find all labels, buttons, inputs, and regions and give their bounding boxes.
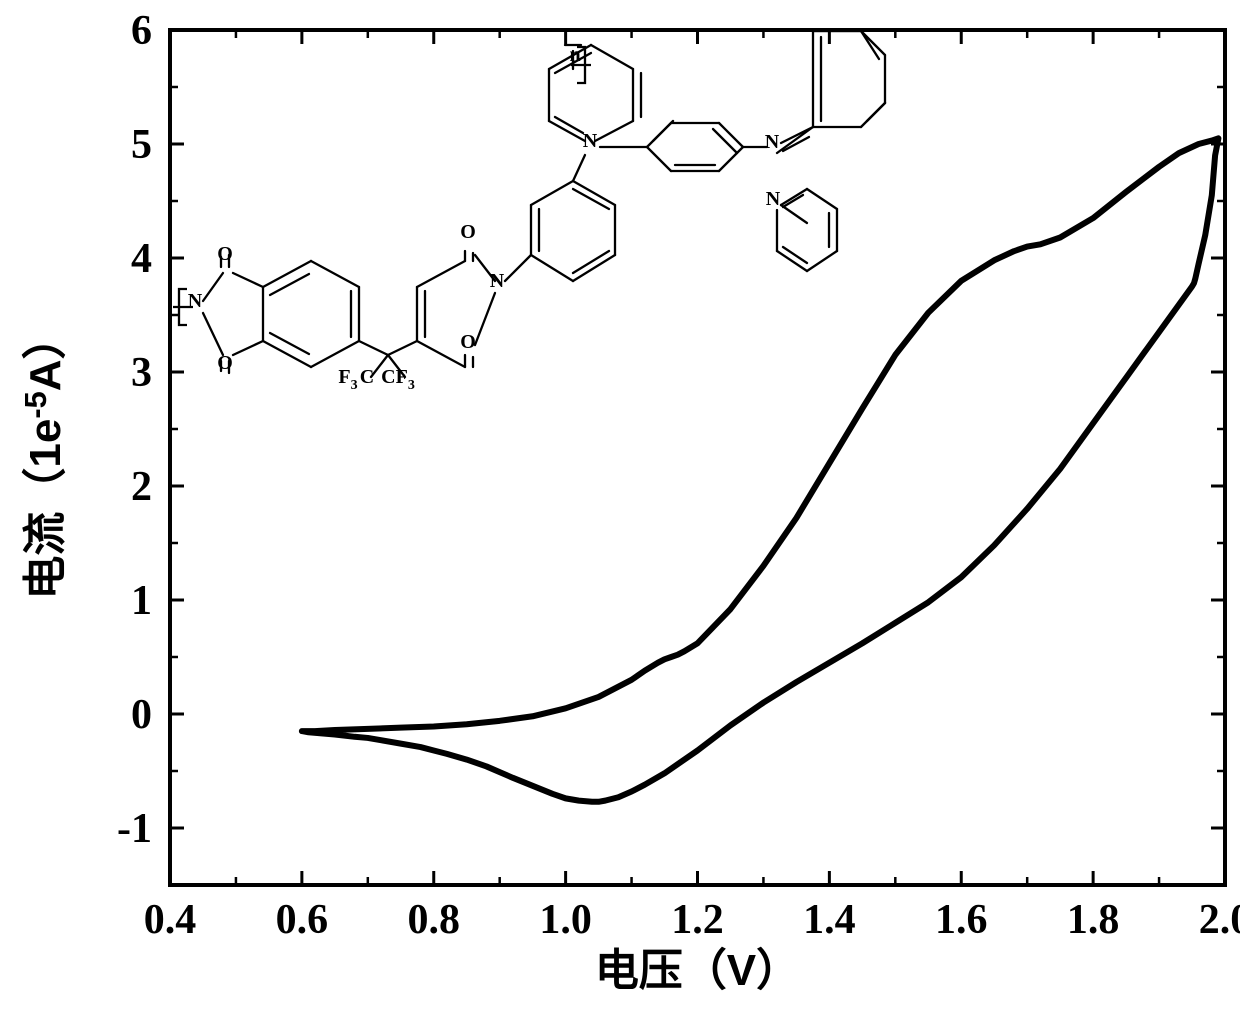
x-tick-label: 1.4 bbox=[803, 897, 856, 943]
y-tick-label: 1 bbox=[131, 578, 152, 624]
x-tick-label: 0.4 bbox=[144, 897, 197, 943]
atom-label: O bbox=[217, 352, 233, 374]
y-tick-label: -1 bbox=[117, 806, 152, 852]
atom-label: N bbox=[188, 290, 203, 312]
atom-label: N bbox=[490, 270, 505, 292]
x-tick-label: 1.6 bbox=[935, 897, 988, 943]
y-tick-label: 4 bbox=[131, 236, 152, 282]
y-tick-label: 0 bbox=[131, 692, 152, 738]
atom-label: O bbox=[217, 243, 233, 265]
y-axis-label: 电流（1e-5A） bbox=[18, 315, 70, 599]
atom-label: C bbox=[360, 366, 374, 388]
atom-label: O bbox=[460, 221, 476, 243]
y-tick-label: 6 bbox=[131, 8, 152, 54]
x-tick-label: 1.0 bbox=[539, 897, 592, 943]
x-tick-label: 0.8 bbox=[408, 897, 461, 943]
atom-label: N bbox=[583, 130, 598, 152]
x-tick-label: 1.2 bbox=[671, 897, 724, 943]
x-tick-label: 2.0 bbox=[1199, 897, 1240, 943]
x-tick-label: 1.8 bbox=[1067, 897, 1120, 943]
atom-label: O bbox=[460, 331, 476, 353]
atom-label: N bbox=[766, 188, 781, 210]
chart-root: 0.4 0.6 0.8 1.0 1.2 1.4 1.6 1.8 2.0 -1 0 1 2 3 4 5 6 电压（V… bbox=[0, 0, 1240, 1015]
y-tick-label: 3 bbox=[131, 350, 152, 396]
atom-label: N bbox=[765, 131, 780, 153]
y-tick-label: 5 bbox=[131, 122, 152, 168]
x-axis-label: 电压（V） bbox=[595, 946, 800, 995]
chart-svg: 0.4 0.6 0.8 1.0 1.2 1.4 1.6 1.8 2.0 -1 0 1 2 3 4 5 6 电压（V… bbox=[0, 0, 1240, 1015]
y-tick-label: 2 bbox=[131, 464, 152, 510]
x-tick-label: 0.6 bbox=[276, 897, 329, 943]
